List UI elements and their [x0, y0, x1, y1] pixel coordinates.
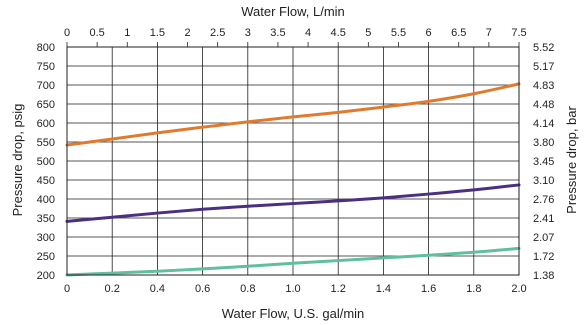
y-tick-label: 400: [37, 194, 55, 206]
y2-tick-label: 3.10: [533, 175, 554, 187]
x2-tick-label: 5: [365, 27, 371, 39]
x2-tick-label: 3: [245, 27, 251, 39]
y-axis-title: Pressure drop, psig: [10, 104, 25, 217]
x2-tick-label: 6: [426, 27, 432, 39]
x2-tick-label: 7: [486, 27, 492, 39]
x2-tick-label: 0.5: [89, 27, 104, 39]
y2-tick-label: 5.52: [533, 42, 554, 54]
y2-tick-label: 3.80: [533, 137, 554, 149]
x-tick-label: 0.8: [240, 283, 255, 295]
y-tick-label: 750: [37, 61, 55, 73]
x2-tick-label: 4: [305, 27, 311, 39]
series-line-2: [65, 183, 521, 223]
y-tick-label: 650: [37, 99, 55, 111]
y-tick-label: 250: [37, 251, 55, 263]
y-tick-label: 350: [37, 213, 55, 225]
x-tick-label: 2.0: [511, 283, 526, 295]
x2-tick-label: 1.5: [150, 27, 165, 39]
y-tick-label: 300: [37, 232, 55, 244]
x-tick-label: 0.6: [195, 283, 210, 295]
x2-tick-label: 6.5: [451, 27, 466, 39]
x2-tick-label: 5.5: [391, 27, 406, 39]
series-line-1: [65, 82, 521, 147]
x2-tick-label: 4.5: [331, 27, 346, 39]
y-tick-label: 600: [37, 118, 55, 130]
grid: [66, 42, 520, 276]
x-tick-label: 1.0: [285, 283, 300, 295]
x2-tick-label: 7.5: [511, 27, 526, 39]
y-tick-label: 450: [37, 175, 55, 187]
x-tick-label: 0.2: [105, 283, 120, 295]
y-tick-label: 200: [37, 270, 55, 282]
x2-tick-label: 3.5: [270, 27, 285, 39]
y2-tick-label: 5.17: [533, 61, 554, 73]
y2-tick-label: 4.83: [533, 80, 554, 92]
y-tick-label: 800: [37, 42, 55, 54]
y2-tick-label: 2.41: [533, 213, 554, 225]
y2-tick-label: 2.07: [533, 232, 554, 244]
x-tick-label: 0.4: [150, 283, 165, 295]
x-tick-label: 0: [64, 283, 70, 295]
y2-tick-label: 1.72: [533, 251, 554, 263]
y-tick-label: 500: [37, 156, 55, 168]
y2-axis-title: Pressure drop, bar: [564, 106, 579, 214]
series-lines: [65, 82, 521, 277]
x-tick-label: 1.2: [331, 283, 346, 295]
x2-axis-title: Water Flow, L/min: [241, 4, 345, 19]
x2-tick-label: 0: [64, 27, 70, 39]
x-axis-title: Water Flow, U.S. gal/min: [222, 306, 365, 321]
series-line-3: [65, 246, 521, 277]
y-tick-label: 550: [37, 137, 55, 149]
x2-tick-label: 2: [184, 27, 190, 39]
y2-tick-label: 4.14: [533, 118, 554, 130]
x-tick-label: 1.6: [421, 283, 436, 295]
x-tick-label: 1.8: [466, 283, 481, 295]
x2-tick-label: 2.5: [210, 27, 225, 39]
plot-frame: [66, 46, 520, 276]
x2-tick-label: 1: [124, 27, 130, 39]
y2-tick-label: 3.45: [533, 156, 554, 168]
y-tick-label: 700: [37, 80, 55, 92]
x-tick-label: 1.4: [376, 283, 391, 295]
y2-tick-label: 1.38: [533, 270, 554, 282]
y2-tick-label: 2.76: [533, 194, 554, 206]
y2-tick-label: 4.48: [533, 99, 554, 111]
